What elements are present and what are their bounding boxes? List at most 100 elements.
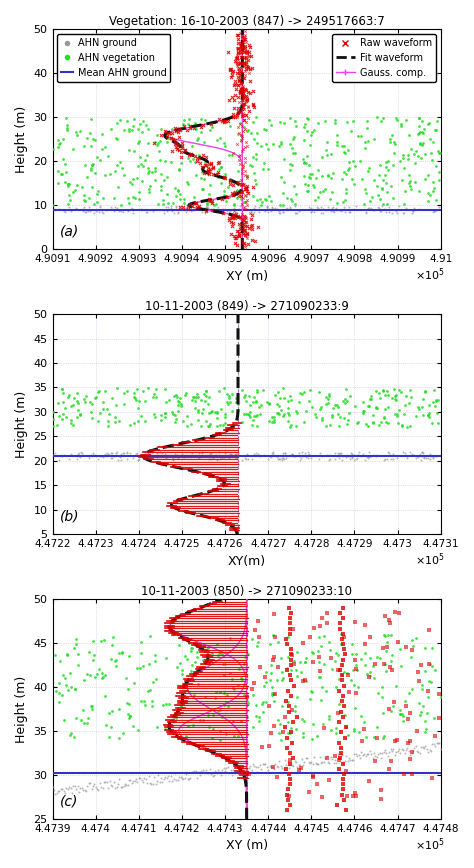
Point — [241, 210, 248, 224]
Point — [65, 780, 73, 794]
Point — [194, 405, 201, 419]
Point — [196, 156, 204, 170]
Point — [220, 698, 228, 712]
Point — [242, 57, 249, 71]
Point — [416, 111, 423, 125]
Point — [292, 197, 299, 211]
Point — [191, 655, 199, 669]
Point — [115, 646, 123, 660]
Point — [108, 639, 116, 653]
Point — [157, 128, 165, 142]
Point — [308, 125, 316, 139]
Point — [402, 389, 410, 403]
Point — [286, 778, 294, 792]
Point — [228, 90, 236, 104]
Point — [402, 700, 410, 713]
Point — [184, 719, 192, 733]
Point — [134, 171, 141, 185]
Point — [153, 774, 161, 788]
Point — [364, 399, 372, 413]
Point — [407, 733, 414, 747]
Point — [230, 93, 237, 107]
Point — [333, 201, 340, 215]
Point — [82, 784, 90, 798]
Point — [267, 727, 275, 740]
Point — [286, 200, 293, 214]
Point — [198, 205, 206, 219]
Point — [152, 382, 160, 396]
Point — [201, 206, 209, 220]
Point — [198, 171, 205, 185]
Point — [118, 447, 125, 461]
Point — [115, 414, 122, 428]
Point — [242, 115, 250, 129]
Point — [241, 64, 249, 78]
Point — [99, 205, 106, 219]
Point — [96, 153, 104, 167]
Point — [187, 641, 194, 655]
Point — [387, 654, 395, 668]
Point — [220, 191, 228, 205]
Point — [349, 155, 357, 168]
Point — [175, 163, 182, 177]
Point — [267, 204, 274, 218]
Point — [137, 203, 145, 217]
Point — [154, 446, 161, 460]
Point — [213, 449, 221, 463]
Point — [408, 643, 416, 657]
Point — [151, 654, 159, 667]
Point — [370, 746, 378, 760]
Point — [59, 385, 67, 399]
Point — [396, 200, 403, 214]
Point — [237, 128, 245, 141]
Point — [353, 647, 360, 661]
Point — [208, 646, 216, 660]
Point — [226, 148, 233, 161]
Point — [239, 186, 246, 200]
Point — [183, 675, 191, 689]
Point — [188, 393, 195, 407]
Point — [182, 729, 190, 743]
Point — [327, 448, 334, 462]
Point — [303, 751, 311, 765]
Point — [184, 151, 192, 165]
Point — [405, 397, 412, 411]
Point — [236, 661, 243, 675]
Point — [252, 110, 259, 124]
Point — [290, 147, 297, 161]
Point — [233, 41, 240, 55]
Point — [249, 84, 256, 98]
Point — [287, 746, 294, 760]
Point — [108, 201, 116, 215]
Point — [73, 632, 80, 646]
Point — [230, 102, 238, 115]
Point — [216, 765, 223, 779]
Point — [383, 635, 391, 649]
Point — [334, 407, 341, 421]
Point — [103, 403, 110, 417]
Point — [354, 416, 361, 430]
Point — [283, 741, 291, 755]
Point — [325, 712, 333, 726]
Point — [263, 200, 271, 214]
Point — [272, 757, 279, 771]
Point — [240, 209, 247, 223]
Point — [351, 700, 359, 714]
Point — [219, 657, 227, 671]
Point — [238, 166, 246, 180]
Point — [232, 395, 239, 409]
Point — [378, 680, 386, 694]
Point — [56, 784, 64, 798]
Point — [222, 727, 229, 740]
Point — [55, 409, 63, 423]
Point — [340, 642, 347, 656]
Point — [273, 398, 281, 411]
Point — [430, 203, 438, 217]
Point — [174, 184, 182, 198]
Point — [232, 205, 240, 219]
Point — [159, 197, 167, 211]
Point — [318, 639, 325, 653]
Point — [228, 215, 235, 229]
Point — [393, 206, 401, 220]
Point — [281, 153, 288, 167]
